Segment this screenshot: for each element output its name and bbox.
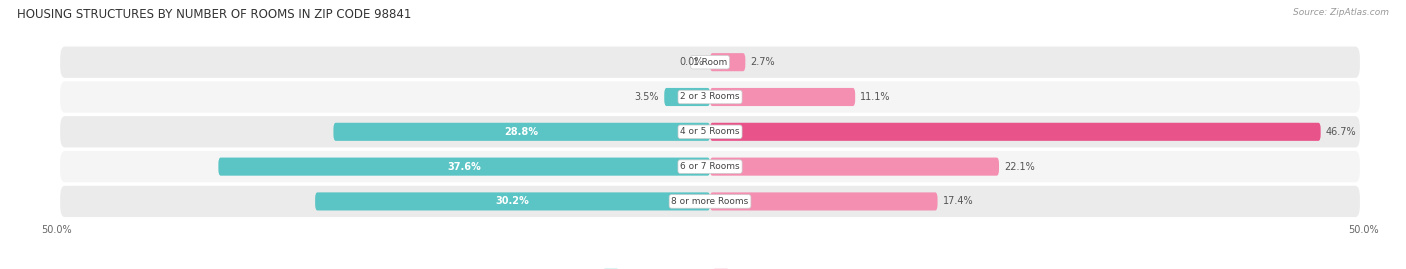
Text: 8 or more Rooms: 8 or more Rooms bbox=[672, 197, 748, 206]
FancyBboxPatch shape bbox=[710, 53, 745, 71]
FancyBboxPatch shape bbox=[60, 151, 1360, 182]
FancyBboxPatch shape bbox=[710, 158, 1000, 176]
Text: 17.4%: 17.4% bbox=[943, 196, 973, 206]
Text: Source: ZipAtlas.com: Source: ZipAtlas.com bbox=[1294, 8, 1389, 17]
Text: 28.8%: 28.8% bbox=[505, 127, 538, 137]
FancyBboxPatch shape bbox=[60, 47, 1360, 78]
FancyBboxPatch shape bbox=[710, 123, 1320, 141]
Text: 22.1%: 22.1% bbox=[1004, 162, 1035, 172]
FancyBboxPatch shape bbox=[60, 81, 1360, 113]
Text: 0.0%: 0.0% bbox=[679, 57, 703, 67]
Legend: Owner-occupied, Renter-occupied: Owner-occupied, Renter-occupied bbox=[600, 264, 820, 269]
Text: 46.7%: 46.7% bbox=[1326, 127, 1357, 137]
Text: 2 or 3 Rooms: 2 or 3 Rooms bbox=[681, 93, 740, 101]
Text: 30.2%: 30.2% bbox=[496, 196, 530, 206]
Text: 1 Room: 1 Room bbox=[693, 58, 727, 67]
Text: 4 or 5 Rooms: 4 or 5 Rooms bbox=[681, 127, 740, 136]
Text: 11.1%: 11.1% bbox=[860, 92, 891, 102]
FancyBboxPatch shape bbox=[60, 116, 1360, 147]
Text: HOUSING STRUCTURES BY NUMBER OF ROOMS IN ZIP CODE 98841: HOUSING STRUCTURES BY NUMBER OF ROOMS IN… bbox=[17, 8, 411, 21]
Text: 3.5%: 3.5% bbox=[634, 92, 659, 102]
FancyBboxPatch shape bbox=[710, 192, 938, 210]
Text: 6 or 7 Rooms: 6 or 7 Rooms bbox=[681, 162, 740, 171]
Text: 37.6%: 37.6% bbox=[447, 162, 481, 172]
Text: 2.7%: 2.7% bbox=[751, 57, 775, 67]
FancyBboxPatch shape bbox=[664, 88, 710, 106]
FancyBboxPatch shape bbox=[333, 123, 710, 141]
FancyBboxPatch shape bbox=[60, 186, 1360, 217]
FancyBboxPatch shape bbox=[218, 158, 710, 176]
FancyBboxPatch shape bbox=[710, 88, 855, 106]
FancyBboxPatch shape bbox=[315, 192, 710, 210]
